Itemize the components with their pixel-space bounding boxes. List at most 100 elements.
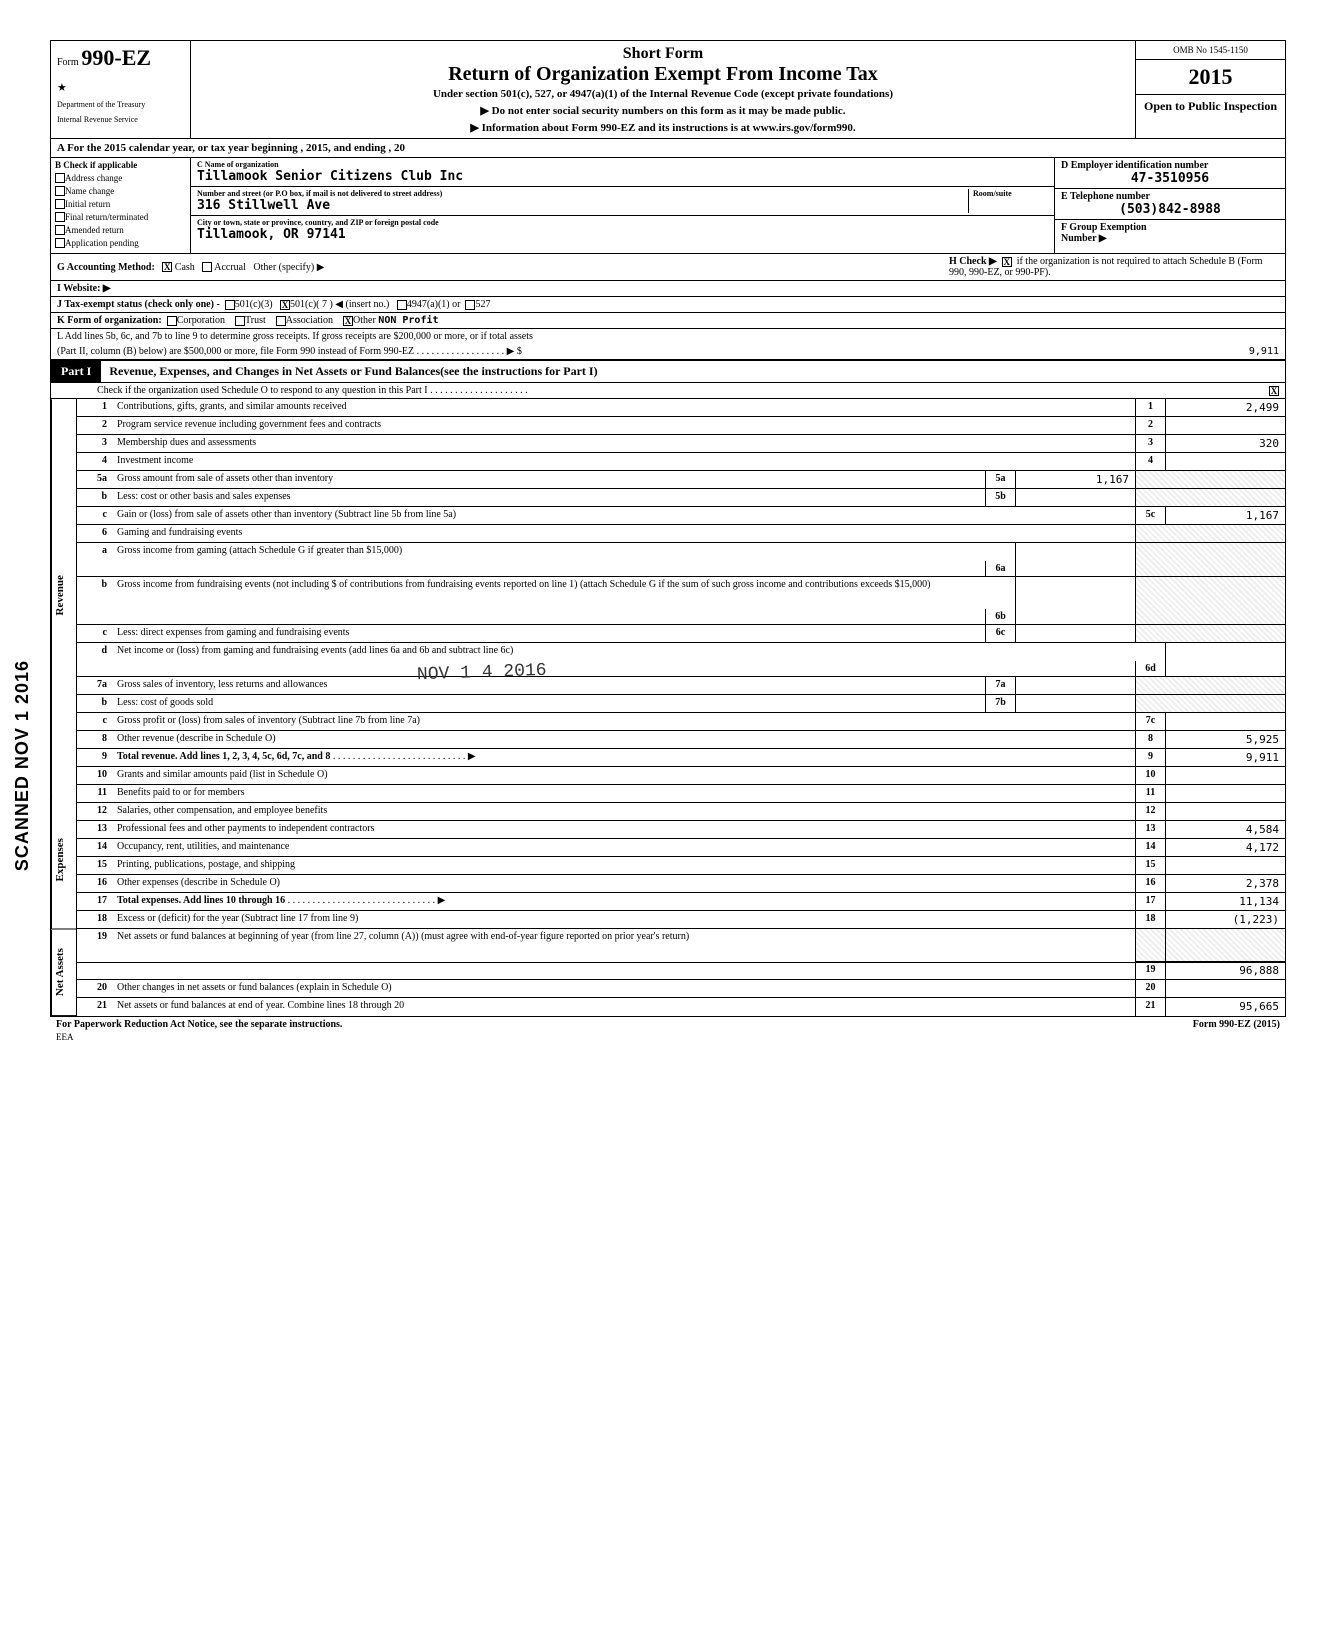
check-schedule-b[interactable] [1002, 257, 1012, 267]
header-center: Short Form Return of Organization Exempt… [191, 41, 1135, 138]
check-schedule-o[interactable] [1269, 386, 1279, 396]
line-label: Membership dues and assessments [113, 435, 1135, 452]
line-value [1165, 417, 1285, 434]
irs-text: Internal Revenue Service [57, 115, 184, 124]
line-label: Total revenue. Add lines 1, 2, 3, 4, 5c,… [117, 751, 330, 762]
line-label: Total expenses. Add lines 10 through 16 [117, 895, 285, 906]
line-label: Net assets or fund balances at end of ye… [113, 998, 1135, 1016]
line-20: 20Other changes in net assets or fund ba… [77, 980, 1285, 998]
ein-label: D Employer identification number [1061, 160, 1279, 171]
section-g-label: G Accounting Method: [57, 262, 155, 273]
cash-label: Cash [175, 262, 195, 273]
org-name-label: C Name of organization [197, 160, 1048, 169]
dept-treasury: Department of the Treasury [57, 100, 184, 109]
footer-right: Form 990-EZ (2015) [1193, 1019, 1280, 1030]
check-final-return[interactable]: Final return/terminated [55, 212, 186, 222]
section-g-h-row: G Accounting Method: Cash Accrual Other … [51, 254, 1285, 281]
line-value: 1,167 [1165, 507, 1285, 524]
line-value: 1,167 [1015, 471, 1135, 488]
form-header: Form 990-EZ ★ Department of the Treasury… [51, 41, 1285, 139]
check-label: Name change [65, 186, 114, 196]
check-initial-return[interactable]: Initial return [55, 199, 186, 209]
open-public-inspection: Open to Public Inspection [1136, 95, 1285, 118]
check-cash[interactable] [162, 262, 172, 272]
header-left: Form 990-EZ ★ Department of the Treasury… [51, 41, 191, 138]
check-name-change[interactable]: Name change [55, 186, 186, 196]
section-b-title: B Check if applicable [55, 160, 186, 170]
part1-lines: 1Contributions, gifts, grants, and simil… [77, 399, 1285, 1016]
net-assets-label: Net Assets [51, 930, 76, 1016]
line-value: 96,888 [1165, 962, 1285, 979]
check-label: Initial return [65, 199, 110, 209]
line-value: 5,925 [1165, 731, 1285, 748]
line-6a: aGross income from gaming (attach Schedu… [77, 543, 1285, 577]
ein-value: 47-3510956 [1061, 171, 1279, 186]
group-exemption-label: F Group Exemption [1061, 222, 1279, 233]
check-corporation[interactable] [167, 316, 177, 326]
tax-year: 2015 [1136, 60, 1285, 95]
line-value: 9,911 [1165, 749, 1285, 766]
expenses-label: Expenses [51, 792, 76, 929]
line-14: 14Occupancy, rent, utilities, and mainte… [77, 839, 1285, 857]
line-label: Gross income from fundraising events (no… [113, 577, 985, 624]
line-label: Other changes in net assets or fund bala… [113, 980, 1135, 997]
org-name: Tillamook Senior Citizens Club Inc [197, 169, 1048, 184]
check-application-pending[interactable]: Application pending [55, 238, 186, 248]
line-value: 320 [1165, 435, 1285, 452]
line-value [1165, 857, 1285, 874]
telephone-label: E Telephone number [1061, 191, 1279, 202]
line-value [1165, 643, 1285, 676]
check-501c3[interactable] [225, 300, 235, 310]
527-label: 527 [475, 299, 490, 310]
line-value [1015, 489, 1135, 506]
check-label: Amended return [65, 225, 124, 235]
line-value: 95,665 [1165, 998, 1285, 1016]
check-address-change[interactable]: Address change [55, 173, 186, 183]
line-label: Gross amount from sale of assets other t… [113, 471, 985, 488]
group-exemption-number: Number ▶ [1061, 233, 1279, 244]
line-17: 17Total expenses. Add lines 10 through 1… [77, 893, 1285, 911]
check-association[interactable] [276, 316, 286, 326]
line-21: 21Net assets or fund balances at end of … [77, 998, 1285, 1016]
omb-number: OMB No 1545-1150 [1136, 41, 1285, 60]
line-label: Other expenses (describe in Schedule O) [113, 875, 1135, 892]
check-527[interactable] [465, 300, 475, 310]
line-6b: bGross income from fundraising events (n… [77, 577, 1285, 625]
line-value [1165, 767, 1285, 784]
section-l-value: 9,911 [1159, 346, 1279, 357]
section-l-line2: (Part II, column (B) below) are $500,000… [51, 344, 1285, 360]
line-label: Benefits paid to or for members [113, 785, 1135, 802]
check-trust[interactable] [235, 316, 245, 326]
check-amended-return[interactable]: Amended return [55, 225, 186, 235]
line-12: 12Salaries, other compensation, and empl… [77, 803, 1285, 821]
line-label: Salaries, other compensation, and employ… [113, 803, 1135, 820]
other-org-value: NON Profit [378, 315, 438, 326]
line-5a: 5aGross amount from sale of assets other… [77, 471, 1285, 489]
line-label: Program service revenue including govern… [113, 417, 1135, 434]
check-other-org[interactable] [343, 316, 353, 326]
main-info-row: B Check if applicable Address change Nam… [51, 158, 1285, 254]
section-b-checkboxes: B Check if applicable Address change Nam… [51, 158, 191, 253]
line-label: Printing, publications, postage, and shi… [113, 857, 1135, 874]
check-label: Application pending [65, 238, 139, 248]
line-19b: 1996,888 [77, 962, 1285, 980]
check-accrual[interactable] [202, 262, 212, 272]
line-11: 11Benefits paid to or for members 11 [77, 785, 1285, 803]
street-address: 316 Stillwell Ave [197, 198, 968, 213]
501c-label: 501(c)( 7 ) ◀ (insert no.) [290, 299, 389, 310]
check-501c[interactable] [280, 300, 290, 310]
part1-body: Revenue Expenses Net Assets 1Contributio… [51, 399, 1285, 1016]
line-label: Less: cost of goods sold [113, 695, 985, 712]
section-c-org-info: C Name of organization Tillamook Senior … [191, 158, 1055, 253]
line-3: 3Membership dues and assessments 3320 [77, 435, 1285, 453]
street-label: Number and street (or P.O box, if mail i… [197, 189, 968, 198]
line-15: 15Printing, publications, postage, and s… [77, 857, 1285, 875]
website-label: I Website: ▶ [57, 283, 111, 294]
title-short-form: Short Form [197, 45, 1129, 63]
check-4947[interactable] [397, 300, 407, 310]
line-label: Gross sales of inventory, less returns a… [113, 677, 985, 694]
line-value [1015, 677, 1135, 694]
line-13: 13Professional fees and other payments t… [77, 821, 1285, 839]
501c3-label: 501(c)(3) [235, 299, 273, 310]
scanner-stamp: SCANNED NOV 1 2016 [12, 660, 33, 871]
